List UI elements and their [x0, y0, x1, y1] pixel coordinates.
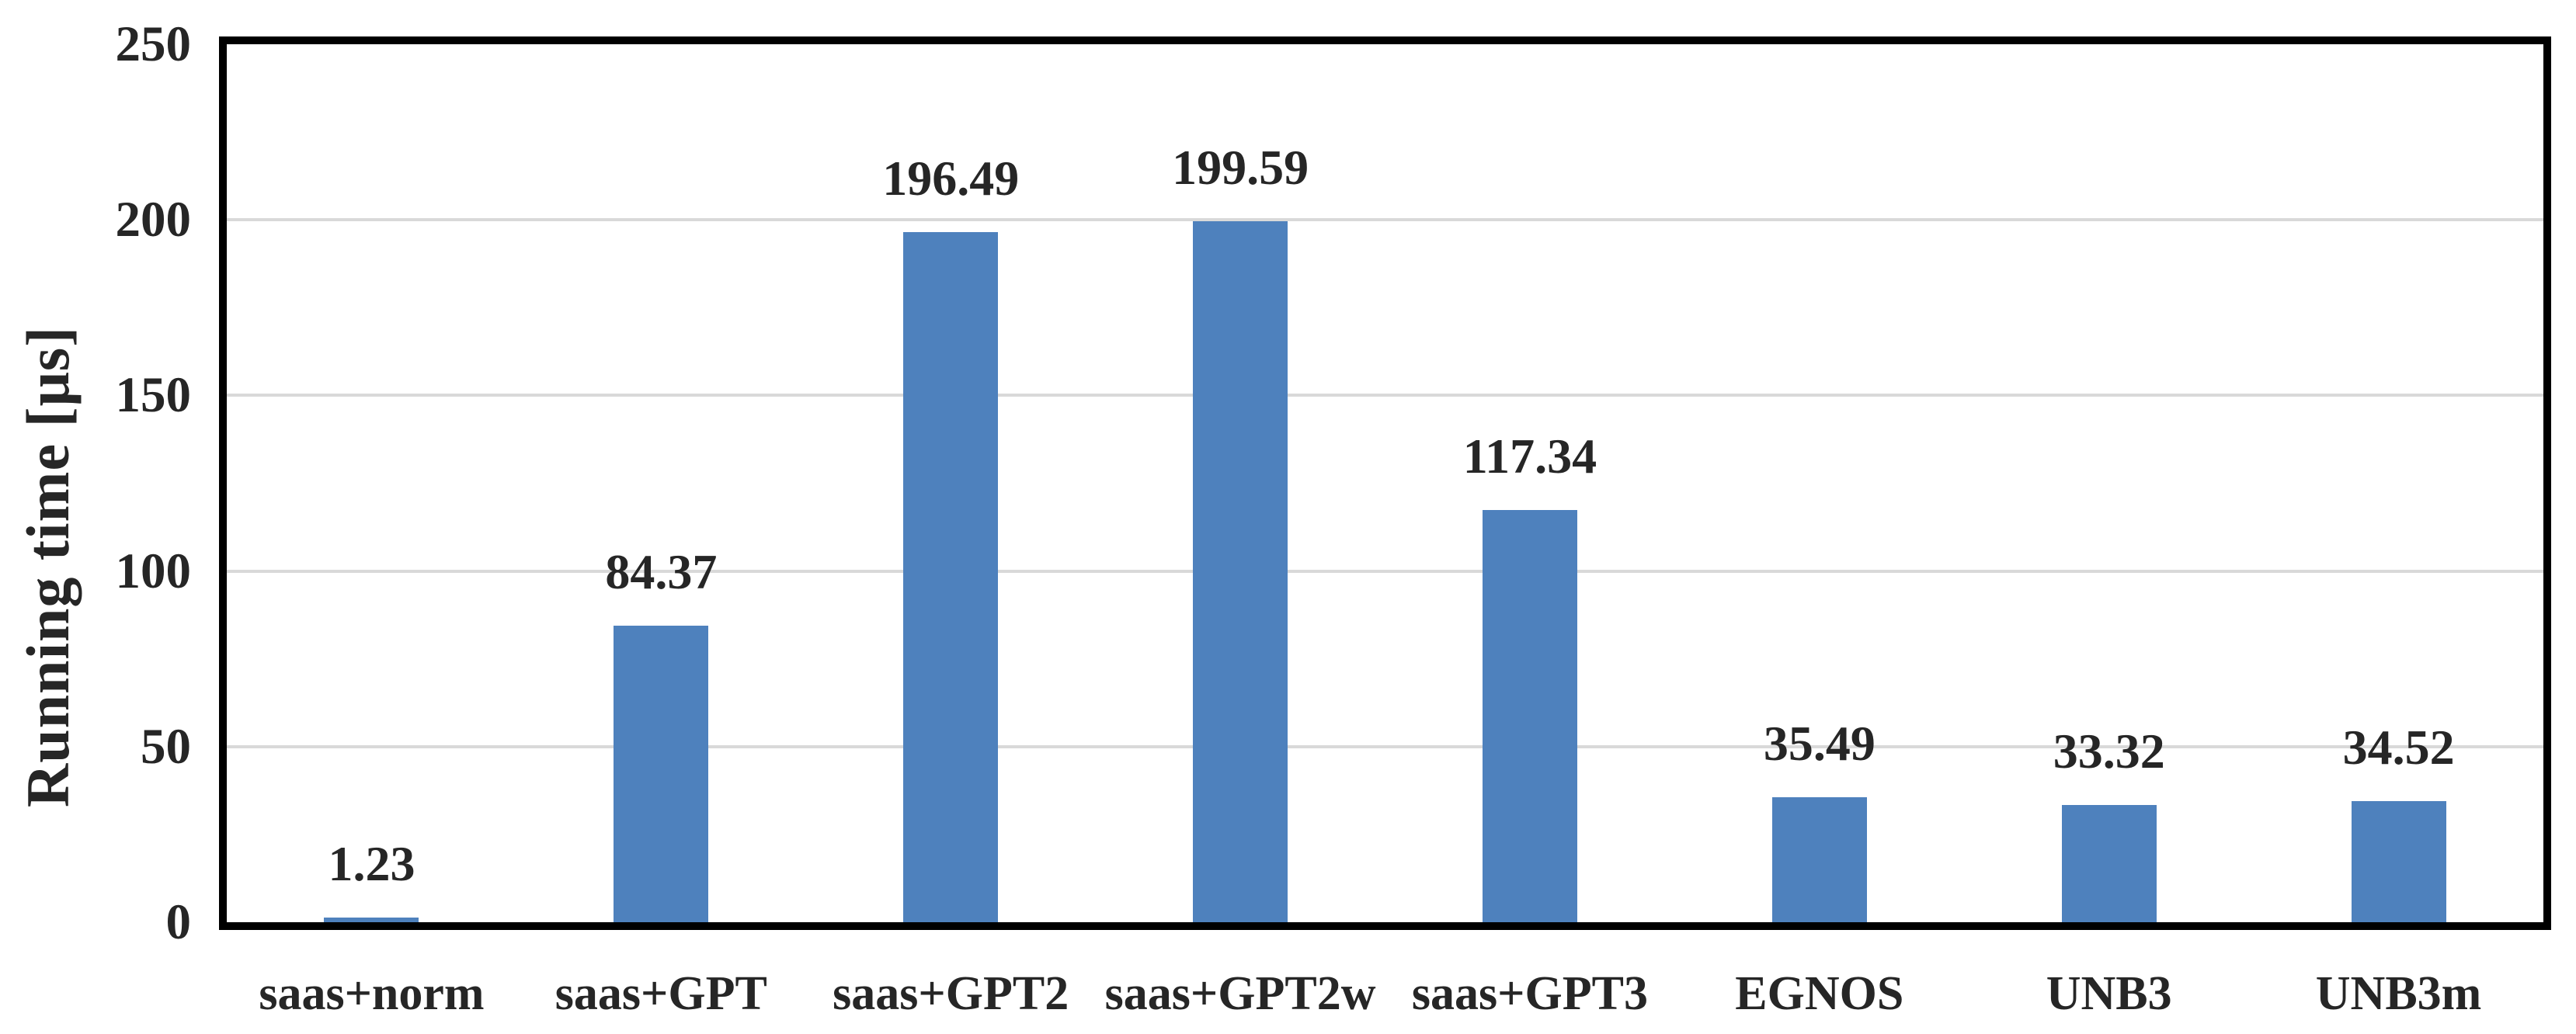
bar-value-label: 196.49 — [882, 151, 1020, 206]
plot-area: 1.23 84.37 196.49 199.59 117.34 35.49 33.32 34.… — [219, 36, 2551, 930]
bar-value-label: 1.23 — [328, 836, 415, 892]
bar-saas+GPT3 — [1482, 510, 1577, 922]
x-category-label: saas+GPT2 — [833, 967, 1069, 1020]
x-category-label: saas+GPT3 — [1411, 967, 1648, 1020]
y-tick-label: 200 — [115, 192, 192, 248]
x-category-label: saas+GPT2w — [1104, 967, 1376, 1020]
y-tick-label: 100 — [115, 543, 192, 599]
y-tick-label: 0 — [165, 894, 192, 950]
x-category-label: UNB3m — [2315, 967, 2482, 1020]
y-tick-label: 50 — [141, 718, 191, 775]
y-tick-label: 150 — [115, 367, 192, 424]
gridline — [227, 394, 2543, 397]
bar-UNB3 — [2061, 805, 2157, 922]
bar-value-label: 35.49 — [1763, 716, 1876, 772]
y-tick-label: 250 — [115, 16, 192, 72]
x-category-label: saas+norm — [259, 967, 485, 1020]
bar-saas+norm — [324, 918, 419, 922]
bar-value-label: 117.34 — [1462, 429, 1597, 484]
gridline — [227, 744, 2543, 748]
bar-saas+GPT2 — [903, 232, 999, 922]
bar-value-label: 84.37 — [605, 544, 718, 600]
gridline — [227, 218, 2543, 222]
bar-UNB3m — [2351, 800, 2446, 922]
bar-value-label: 34.52 — [2342, 719, 2455, 775]
x-category-label: saas+GPT — [554, 967, 767, 1020]
x-category-label: UNB3 — [2046, 967, 2172, 1020]
x-category-label: EGNOS — [1735, 967, 1904, 1020]
bar-saas+GPT2w — [1193, 221, 1288, 922]
bar-value-label: 199.59 — [1172, 140, 1309, 196]
gridline — [227, 569, 2543, 573]
bar-value-label: 33.32 — [2053, 723, 2165, 779]
bar-EGNOS — [1771, 797, 1867, 922]
bar-saas+GPT — [614, 626, 709, 922]
